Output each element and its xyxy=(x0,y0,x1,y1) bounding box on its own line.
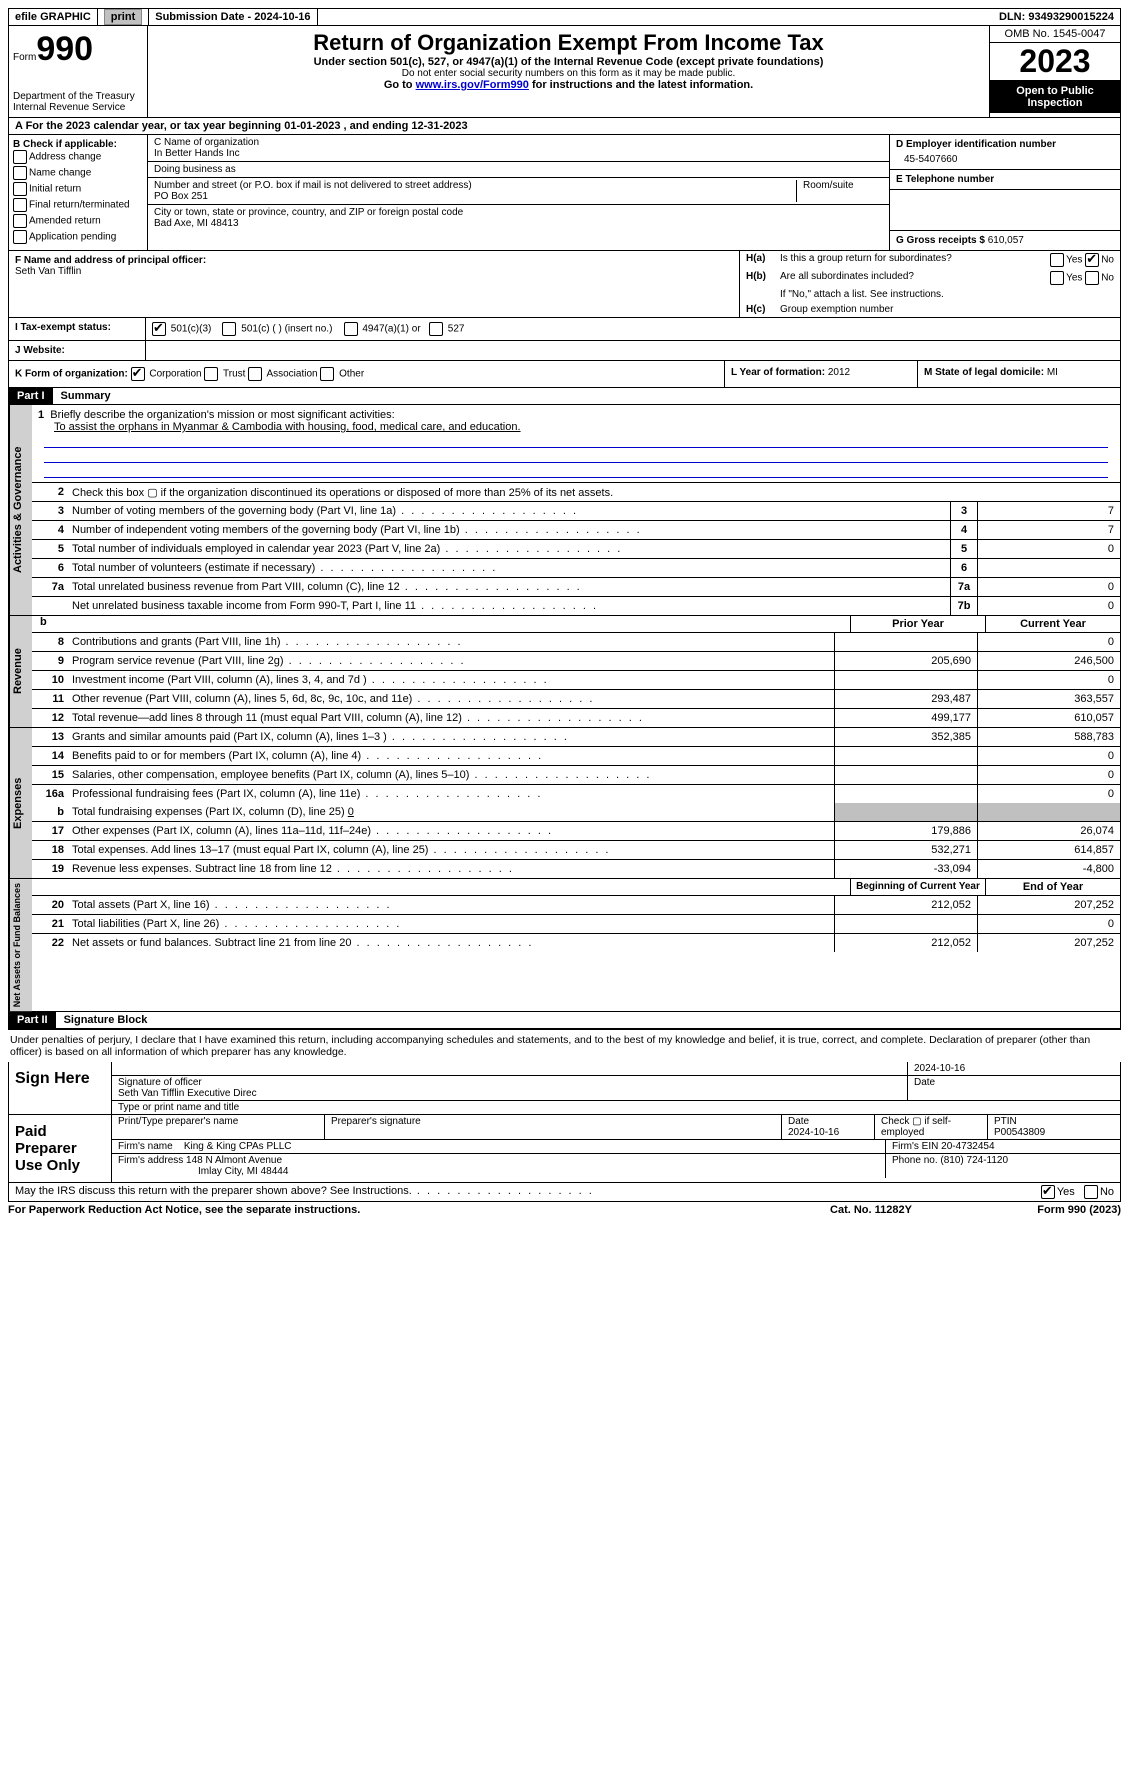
sig-officer-label: Signature of officer xyxy=(118,1077,901,1088)
ptin: P00543809 xyxy=(994,1127,1045,1138)
form-label: Form xyxy=(13,52,36,63)
summary-line: 17Other expenses (Part IX, column (A), l… xyxy=(32,822,1120,841)
phone-label: E Telephone number xyxy=(896,174,1114,185)
room-label: Room/suite xyxy=(797,180,883,202)
summary-line: 9Program service revenue (Part VIII, lin… xyxy=(32,652,1120,671)
paid-preparer-block: Paid Preparer Use Only Print/Type prepar… xyxy=(8,1115,1121,1183)
box-b-checks: B Check if applicable: Address change Na… xyxy=(9,135,148,250)
row-klm: K Form of organization: Corporation Trus… xyxy=(8,361,1121,388)
summary-line: 8Contributions and grants (Part VIII, li… xyxy=(32,633,1120,652)
form-number: 990 xyxy=(36,30,93,68)
line2-text: Check this box ▢ if the organization dis… xyxy=(68,485,1120,500)
hb-note: If "No," attach a list. See instructions… xyxy=(780,289,1114,300)
top-bar: efile GRAPHIC print Submission Date - 20… xyxy=(8,8,1121,26)
summary-line: 13Grants and similar amounts paid (Part … xyxy=(32,728,1120,747)
box-c-name-address: C Name of organization In Better Hands I… xyxy=(148,135,889,250)
irs-label: Internal Revenue Service xyxy=(13,102,143,113)
type-name-label: Type or print name and title xyxy=(112,1101,1120,1114)
page-footer: For Paperwork Reduction Act Notice, see … xyxy=(8,1202,1121,1218)
officer-name: Seth Van Tifflin xyxy=(15,266,733,277)
form-header: Form990 Department of the Treasury Inter… xyxy=(8,26,1121,118)
box-d-e-g: D Employer identification number 45-5407… xyxy=(889,135,1120,250)
prior-year-header: Prior Year xyxy=(850,616,985,632)
perjury-statement: Under penalties of perjury, I declare th… xyxy=(8,1029,1121,1062)
summary-line: 18Total expenses. Add lines 13–17 (must … xyxy=(32,841,1120,860)
efile-label: efile GRAPHIC xyxy=(9,9,98,25)
summary-line: 3Number of voting members of the governi… xyxy=(32,502,1120,521)
summary-line: 12Total revenue—add lines 8 through 11 (… xyxy=(32,709,1120,727)
part1-header: Part I xyxy=(9,388,53,404)
hb-text: Are all subordinates included? xyxy=(780,271,1050,285)
irs-link[interactable]: www.irs.gov/Form990 xyxy=(416,79,529,91)
end-year-header: End of Year xyxy=(985,879,1120,895)
summary-line: 6Total number of volunteers (estimate if… xyxy=(32,559,1120,578)
section-revenue: Revenue b Prior Year Current Year 8Contr… xyxy=(8,616,1121,728)
summary-line: 10Investment income (Part VIII, column (… xyxy=(32,671,1120,690)
summary-line: 7aTotal unrelated business revenue from … xyxy=(32,578,1120,597)
summary-line: Net unrelated business taxable income fr… xyxy=(32,597,1120,615)
mission-text: To assist the orphans in Myanmar & Cambo… xyxy=(54,421,1114,433)
sign-date: 2024-10-16 xyxy=(908,1062,1120,1075)
gross-receipts-value: 610,057 xyxy=(988,235,1024,246)
summary-line: 21Total liabilities (Part X, line 26)0 xyxy=(32,915,1120,934)
addr-label: Number and street (or P.O. box if mail i… xyxy=(154,180,790,191)
dln: DLN: 93493290015224 xyxy=(993,9,1120,25)
city-value: Bad Axe, MI 48413 xyxy=(154,218,883,229)
firm-ein: 20-4732454 xyxy=(941,1141,994,1152)
preparer-date: 2024-10-16 xyxy=(788,1127,839,1138)
discuss-row: May the IRS discuss this return with the… xyxy=(8,1183,1121,1202)
part2-header: Part II xyxy=(9,1012,56,1028)
submission-date: Submission Date - 2024-10-16 xyxy=(149,9,317,25)
sig-officer-name: Seth Van Tifflin Executive Direc xyxy=(118,1088,901,1099)
org-name: In Better Hands Inc xyxy=(154,148,883,159)
officer-label: F Name and address of principal officer: xyxy=(15,255,733,266)
addr-value: PO Box 251 xyxy=(154,191,790,202)
form-note1: Do not enter social security numbers on … xyxy=(152,68,985,79)
omb-number: OMB No. 1545-0047 xyxy=(990,26,1120,43)
summary-line: 15Salaries, other compensation, employee… xyxy=(32,766,1120,785)
public-inspection: Open to Public Inspection xyxy=(990,81,1120,113)
firm-addr1: 148 N Almont Avenue xyxy=(186,1155,282,1166)
form-subtitle: Under section 501(c), 527, or 4947(a)(1)… xyxy=(152,56,985,68)
tax-year: 2023 xyxy=(990,43,1120,81)
firm-name: King & King CPAs PLLC xyxy=(184,1141,292,1152)
part1-title: Summary xyxy=(53,388,119,404)
begin-year-header: Beginning of Current Year xyxy=(850,879,985,895)
part2-title: Signature Block xyxy=(56,1012,156,1028)
print-button[interactable]: print xyxy=(104,9,142,25)
summary-line: 11Other revenue (Part VIII, column (A), … xyxy=(32,690,1120,709)
summary-line: 22Net assets or fund balances. Subtract … xyxy=(32,934,1120,952)
hc-text: Group exemption number xyxy=(780,304,1054,315)
dba-label: Doing business as xyxy=(154,164,883,175)
firm-phone: (810) 724-1120 xyxy=(940,1155,1008,1166)
row-a-tax-year: A For the 2023 calendar year, or tax yea… xyxy=(8,118,1121,135)
summary-line: 16aProfessional fundraising fees (Part I… xyxy=(32,785,1120,803)
row-j-website: J Website: xyxy=(8,341,1121,361)
ein-label: D Employer identification number xyxy=(896,139,1114,150)
firm-addr2: Imlay City, MI 48444 xyxy=(198,1166,288,1177)
section-net-assets: Net Assets or Fund Balances Beginning of… xyxy=(8,879,1121,1012)
summary-line: 5Total number of individuals employed in… xyxy=(32,540,1120,559)
org-name-label: C Name of organization xyxy=(154,137,883,148)
summary-line: 4Number of independent voting members of… xyxy=(32,521,1120,540)
ha-text: Is this a group return for subordinates? xyxy=(780,253,1050,267)
ein-value: 45-5407660 xyxy=(896,150,1114,165)
summary-line: 20Total assets (Part X, line 16)212,0522… xyxy=(32,896,1120,915)
summary-line: 14Benefits paid to or for members (Part … xyxy=(32,747,1120,766)
gross-receipts-label: G Gross receipts $ xyxy=(896,235,985,246)
section-expenses: Expenses 13Grants and similar amounts pa… xyxy=(8,728,1121,879)
summary-line: 19Revenue less expenses. Subtract line 1… xyxy=(32,860,1120,878)
section-governance: Activities & Governance 1 Briefly descri… xyxy=(8,405,1121,616)
officer-group-block: F Name and address of principal officer:… xyxy=(8,251,1121,318)
city-label: City or town, state or province, country… xyxy=(154,207,883,218)
sign-here-block: Sign Here 2024-10-16 Signature of office… xyxy=(8,1062,1121,1115)
entity-info-block: B Check if applicable: Address change Na… xyxy=(8,135,1121,251)
line1-text: Briefly describe the organization's miss… xyxy=(50,409,394,421)
row-i-tax-status: I Tax-exempt status: 501(c)(3) 501(c) ( … xyxy=(8,318,1121,341)
current-year-header: Current Year xyxy=(985,616,1120,632)
form-title: Return of Organization Exempt From Incom… xyxy=(152,30,985,56)
dept-treasury: Department of the Treasury xyxy=(13,91,143,102)
